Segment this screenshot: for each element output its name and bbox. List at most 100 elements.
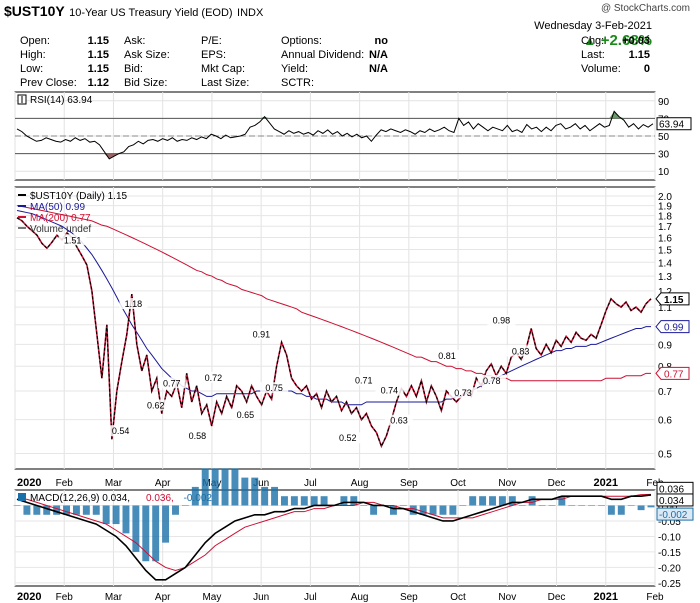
price-legend-item: MA(50) 0.99 <box>30 202 85 213</box>
macd-histogram-bar <box>281 496 288 506</box>
series-line-macd <box>16 494 652 581</box>
rsi-line <box>16 110 654 160</box>
x-tick-label: 2021 <box>594 477 618 489</box>
macd-histogram-bar <box>340 496 348 506</box>
annotation-box <box>333 432 362 444</box>
x-tick-label-bottom: Mar <box>105 592 123 603</box>
price-annotation: 0.72 <box>205 373 223 383</box>
quote-l1-row0: Open: <box>20 35 50 47</box>
price-annotation: 0.63 <box>390 416 408 426</box>
macd-histogram-bar <box>33 505 41 515</box>
price-legend-item: $UST10Y (Daily) 1.15 <box>30 191 128 202</box>
macd-y-tick: -0.25 <box>658 579 681 590</box>
macd-last-label: 0.034 <box>659 496 684 507</box>
price-annotation: 0.81 <box>438 351 456 361</box>
macd-legend-part: -0.002 <box>184 493 213 504</box>
macd-histogram-bar <box>172 505 179 515</box>
annotation-box <box>247 328 276 340</box>
macd-histogram-bar <box>82 505 90 515</box>
quote-v1-row2: 1.15 <box>87 63 109 75</box>
macd-y-tick: -0.10 <box>658 532 681 543</box>
x-tick-label: 2020 <box>17 477 41 489</box>
price-last-tag <box>655 292 690 306</box>
macd-histogram-bar <box>647 505 655 508</box>
quote-v4-row1: N/A <box>369 49 388 61</box>
copyright: @ StockCharts.com <box>600 3 690 14</box>
quote-v5-row1: 1.15 <box>628 49 650 61</box>
macd-y-tick: 0.00 <box>658 501 678 512</box>
macd-y-tick: -0.15 <box>658 548 681 559</box>
price-legend-item: MA(200) 0.77 <box>30 213 91 224</box>
price-y-tick: 1.6 <box>658 234 672 245</box>
quote-l4-row3: SCTR: <box>281 77 314 89</box>
price-last-label: 0.99 <box>664 323 684 334</box>
macd-histogram-bar <box>558 496 566 506</box>
macd-histogram-bar <box>92 505 100 515</box>
index-tag: INDX <box>237 7 264 19</box>
macd-histogram-bar <box>489 496 496 506</box>
macd-histogram-bar <box>63 505 70 515</box>
annotation-box <box>477 374 506 386</box>
rsi-last-label: 63.94 <box>659 120 684 131</box>
rsi-y-tick: 90 <box>658 97 670 108</box>
macd-histogram-bar <box>152 505 160 562</box>
x-tick-label: Mar <box>105 478 123 489</box>
price-annotation: 0.65 <box>237 410 255 420</box>
macd-histogram-bar <box>449 505 457 515</box>
macd-histogram-bar <box>201 468 209 506</box>
macd-last-label: 0.036 <box>659 484 684 495</box>
quote-l3-row2: Mkt Cap: <box>201 63 246 75</box>
annotation-box <box>141 399 170 411</box>
macd-histogram-bar <box>221 468 229 506</box>
rsi-last-box <box>656 117 692 131</box>
x-tick-label-bottom: Dec <box>548 592 566 603</box>
rsi-y-tick: 10 <box>658 167 670 178</box>
annotation-box <box>157 377 186 389</box>
x-tick-label: Apr <box>155 478 171 489</box>
macd-histogram-bar <box>13 505 21 506</box>
x-tick-label-bottom: Oct <box>450 592 466 603</box>
price-y-tick: 0.7 <box>658 387 672 398</box>
price-y-tick: 1.4 <box>658 258 672 269</box>
macd-histogram-bar <box>23 505 31 515</box>
x-tick-label-bottom: Apr <box>155 592 171 603</box>
macd-histogram-bar <box>370 505 378 515</box>
quote-l4-row2: Yield: <box>281 63 309 75</box>
quote-v5-row2: 0 <box>643 63 650 75</box>
macd-histogram-bar <box>360 505 368 506</box>
date-axis: 2020FebMarAprMayJunJulAugSepOctNovDec202… <box>17 477 664 489</box>
annotation-box <box>58 234 87 246</box>
x-tick-label-bottom: Aug <box>351 592 369 603</box>
macd-last-label: -0.002 <box>659 510 688 521</box>
quote-v5-row0: +0.03 <box>622 35 650 47</box>
macd-histogram-bar <box>588 505 596 506</box>
macd-y-tick: -0.20 <box>658 563 681 574</box>
macd-histogram-bar <box>350 496 358 506</box>
macd-histogram-bar <box>290 496 298 506</box>
macd-histogram-bar <box>231 468 239 506</box>
price-annotation: 0.91 <box>253 329 271 339</box>
price-last-label: 1.15 <box>664 295 684 306</box>
annotation-box <box>106 425 135 437</box>
quote-l2-row0: Ask: <box>124 35 146 47</box>
quote-l3-row3: Last Size: <box>201 77 250 89</box>
macd-histogram-bar <box>508 496 516 506</box>
annotation-box <box>506 345 535 357</box>
date-label: Wednesday 3-Feb-2021 <box>534 20 652 32</box>
macd-histogram-bar <box>271 486 279 506</box>
x-tick-label-bottom: Nov <box>498 592 516 603</box>
macd-legend-swatch <box>18 493 26 501</box>
macd-histogram-bar <box>399 505 407 506</box>
macd-histogram-bar <box>528 496 536 506</box>
change-pct: +2.68% <box>600 32 652 49</box>
annotation-box <box>199 371 228 383</box>
x-tick-label: Jul <box>304 478 317 489</box>
macd-histogram-bar <box>578 505 586 506</box>
annotation-box <box>183 429 212 441</box>
x-tick-label: Feb <box>646 478 664 489</box>
quote-l2-row3: Bid Size: <box>124 77 168 89</box>
macd-y-tick: -0.05 <box>658 517 681 528</box>
macd-histogram-bar <box>389 505 397 515</box>
macd-histogram-bar <box>53 505 61 515</box>
x-tick-label: Dec <box>548 478 566 489</box>
